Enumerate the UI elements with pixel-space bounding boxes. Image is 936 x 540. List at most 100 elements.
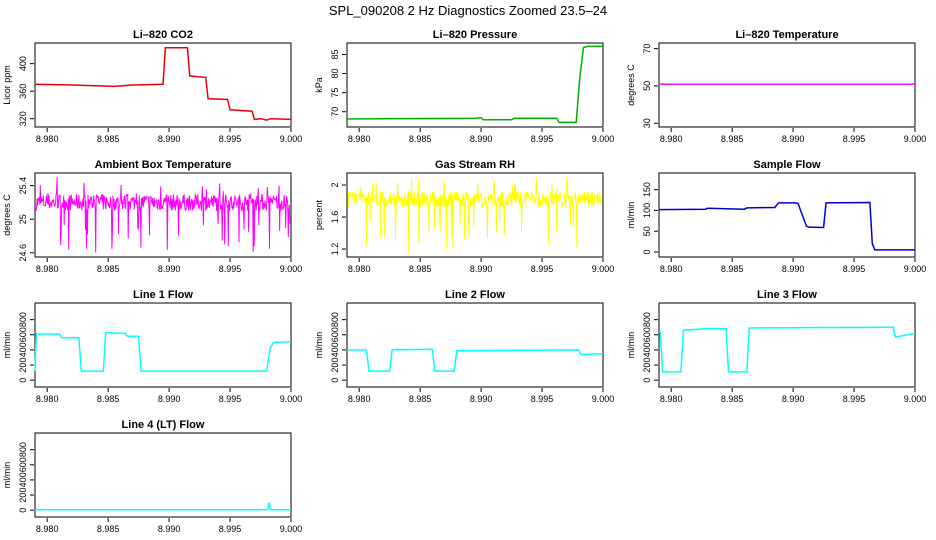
x-tick-label-line2: 8.995: [531, 394, 554, 404]
plot-frame-line2: [346, 302, 604, 388]
y-axis-label-line4: ml/min: [2, 462, 12, 489]
plot-frame-ambient: [34, 172, 292, 258]
y-tick-label-line3: 400: [642, 342, 652, 357]
x-tick-label-co2: 8.995: [219, 134, 242, 144]
y-tick-label-co2: 400: [18, 56, 28, 71]
series-line-line4: [35, 502, 291, 511]
y-axis-label-co2: Licor ppm: [2, 65, 12, 105]
y-tick-label-sample: 0: [642, 250, 652, 255]
series-line-pressure: [346, 45, 603, 124]
y-axis-label-sample: ml/min: [626, 202, 636, 229]
y-tick-label-temperature: 50: [642, 81, 652, 91]
y-tick-label-line2: 800: [330, 312, 340, 327]
y-axis-label-line2: ml/min: [314, 332, 324, 359]
series-line-line2: [347, 348, 604, 372]
plot-frame-rh: [346, 172, 604, 258]
panel-line1: Line 1 Flow ml/min 8.980 8.985 8.990 8.995 9.0…: [2, 289, 302, 404]
x-tick-label-line1: 8.990: [158, 394, 181, 404]
x-tick-label-temperature: 8.980: [660, 134, 683, 144]
y-tick-label-pressure: 75: [330, 88, 340, 98]
plot-frame-temperature: [658, 42, 916, 128]
plot-frame-sample: [658, 172, 916, 258]
y-tick-label-pressure: 85: [330, 49, 340, 59]
y-tick-label-ambient: 25: [18, 214, 28, 224]
x-tick-label-rh: 8.980: [348, 264, 371, 274]
y-tick-label-line1: 200: [18, 358, 28, 373]
y-tick-label-ambient: 25.4: [18, 177, 28, 195]
y-tick-label-pressure: 80: [330, 69, 340, 79]
x-tick-label-line2: 9.000: [592, 394, 615, 404]
y-tick-label-line1: 600: [18, 327, 28, 342]
series-line-co2: [34, 47, 292, 121]
series-line-ambient: [35, 177, 291, 253]
x-tick-label-pressure: 8.985: [409, 134, 432, 144]
y-tick-label-rh: 1.2: [330, 243, 340, 256]
x-tick-label-line4: 8.995: [219, 524, 242, 534]
series-line-line3: [659, 326, 916, 373]
x-tick-label-line2: 8.985: [409, 394, 432, 404]
x-tick-label-ambient: 9.000: [280, 264, 303, 274]
panel-rh: Gas Stream RH percent 8.980 8.985 8.990 8.995…: [314, 159, 614, 274]
x-tick-label-temperature: 9.000: [904, 134, 927, 144]
x-tick-label-line3: 9.000: [904, 394, 927, 404]
y-tick-label-line3: 800: [642, 312, 652, 327]
panel-title-line3: Line 3 Flow: [757, 289, 817, 301]
panel-ambient: Ambient Box Temperature degrees C 8.980 8.9…: [2, 159, 302, 274]
y-axis-label-ambient: degrees C: [2, 194, 12, 236]
y-tick-label-line3: 600: [642, 327, 652, 342]
panel-title-line1: Line 1 Flow: [133, 289, 193, 301]
x-tick-label-rh: 9.000: [592, 264, 615, 274]
x-tick-label-ambient: 8.990: [158, 264, 181, 274]
x-tick-label-pressure: 8.980: [348, 134, 371, 144]
series-line-line1: [34, 331, 292, 372]
x-tick-label-line1: 8.995: [219, 394, 242, 404]
y-axis-label-temperature: degrees C: [626, 64, 636, 106]
y-tick-label-pressure: 70: [330, 107, 340, 117]
x-tick-label-temperature: 8.985: [721, 134, 744, 144]
x-tick-label-rh: 8.990: [470, 264, 493, 274]
plot-frame-line1: [34, 302, 292, 388]
y-tick-label-rh: 2: [330, 182, 340, 187]
x-tick-label-line3: 8.990: [782, 394, 805, 404]
x-tick-label-co2: 8.990: [158, 134, 181, 144]
y-tick-label-sample: 150: [642, 182, 652, 197]
panel-title-temperature: Li–820 Temperature: [735, 29, 838, 41]
y-tick-label-temperature: 30: [642, 118, 652, 128]
y-tick-label-temperature: 70: [642, 44, 652, 54]
x-tick-label-sample: 8.980: [660, 264, 683, 274]
x-tick-label-line2: 8.980: [348, 394, 371, 404]
x-tick-label-line1: 9.000: [280, 394, 303, 404]
x-tick-label-line4: 8.990: [158, 524, 181, 534]
y-tick-label-line4: 400: [18, 472, 28, 487]
x-tick-label-line2: 8.990: [470, 394, 493, 404]
x-tick-label-temperature: 8.990: [782, 134, 805, 144]
y-tick-label-line3: 0: [642, 378, 652, 383]
y-tick-label-line4: 0: [18, 508, 28, 513]
panel-pressure: Li–820 Pressure kPa 8.980 8.985 8.990 8.995 9.…: [314, 29, 614, 144]
x-tick-label-line1: 8.985: [97, 394, 120, 404]
x-tick-label-temperature: 8.995: [843, 134, 866, 144]
x-tick-label-line4: 8.980: [36, 524, 59, 534]
y-axis-label-pressure: kPa: [314, 77, 324, 93]
panel-title-ambient: Ambient Box Temperature: [95, 159, 232, 171]
x-tick-label-ambient: 8.985: [97, 264, 120, 274]
panel-sample: Sample Flow ml/min 8.980 8.985 8.990 8.995 9.0…: [626, 159, 926, 274]
y-tick-label-rh: 1.6: [330, 211, 340, 224]
x-tick-label-ambient: 8.995: [219, 264, 242, 274]
y-tick-label-line2: 0: [330, 378, 340, 383]
panel-title-co2: Li–820 CO2: [133, 29, 193, 41]
x-tick-label-co2: 8.980: [36, 134, 59, 144]
y-tick-label-line2: 400: [330, 342, 340, 357]
y-tick-label-co2: 320: [18, 111, 28, 126]
x-tick-label-sample: 8.985: [721, 264, 744, 274]
y-tick-label-co2: 360: [18, 84, 28, 99]
x-tick-label-sample: 8.990: [782, 264, 805, 274]
y-tick-label-line4: 800: [18, 442, 28, 457]
y-axis-label-rh: percent: [314, 199, 324, 230]
y-tick-label-line4: 600: [18, 457, 28, 472]
plot-frame-line3: [658, 302, 916, 388]
y-tick-label-line3: 200: [642, 358, 652, 373]
y-tick-label-line2: 200: [330, 358, 340, 373]
series-line-sample: [658, 201, 915, 251]
x-tick-label-rh: 8.995: [531, 264, 554, 274]
